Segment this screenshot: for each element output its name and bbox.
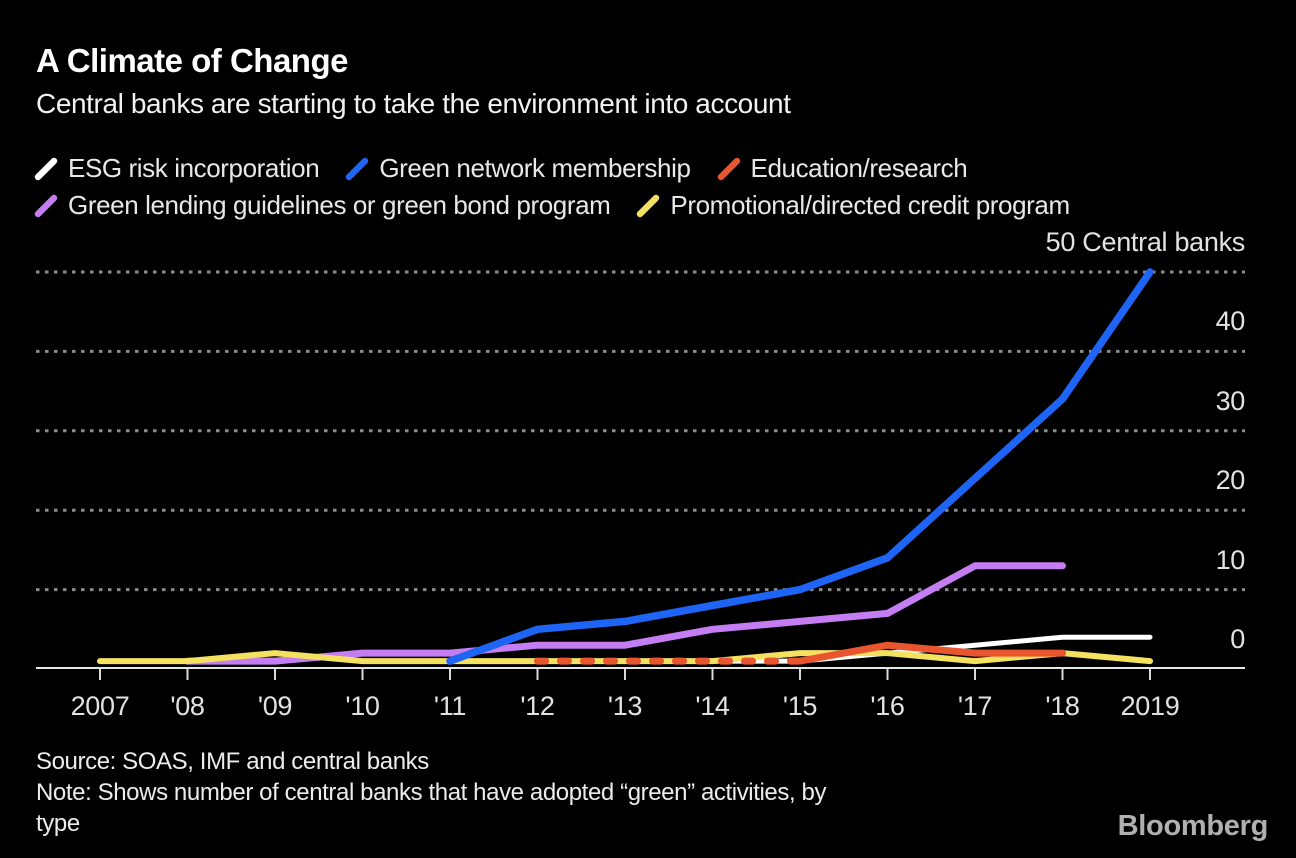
y-axis-label-20: 20 bbox=[1215, 465, 1246, 496]
legend-label: Promotional/directed credit program bbox=[670, 190, 1070, 220]
series-line-4 bbox=[97, 650, 1153, 665]
y-axis-label-40: 40 bbox=[1215, 306, 1246, 337]
x-axis-label-2017: '17 bbox=[957, 691, 993, 721]
source-text: Source: SOAS, IMF and central banks bbox=[36, 748, 429, 775]
legend-item: Green network membership bbox=[345, 153, 691, 184]
x-axis-label-2009: '09 bbox=[257, 691, 293, 721]
series-line-2-solid bbox=[796, 641, 1066, 665]
y-axis-label-0: 0 bbox=[1230, 624, 1245, 654]
legend-item: Promotional/directed credit program bbox=[636, 190, 1070, 221]
note-text-line1: Note: Shows number of central banks that… bbox=[36, 779, 827, 806]
x-axis-label-2018: '18 bbox=[1045, 691, 1080, 721]
x-axis-label-2012: '12 bbox=[520, 691, 555, 721]
y-axis-label-30: 30 bbox=[1215, 385, 1246, 416]
legend-line-swatch-icon bbox=[34, 157, 58, 180]
legend-row-2: Green lending guidelines or green bond p… bbox=[34, 187, 1284, 224]
bloomberg-logo: Bloomberg bbox=[1117, 810, 1269, 842]
legend-row-1: ESG risk incorporation Green network memb… bbox=[34, 150, 1284, 187]
chart-footer: Source: SOAS, IMF and central banks Note… bbox=[36, 746, 826, 839]
note-text-line2: type bbox=[36, 810, 80, 837]
y-axis-label-10: 10 bbox=[1215, 544, 1246, 575]
legend-line-swatch-icon bbox=[346, 157, 369, 180]
legend-item: ESG risk incorporation bbox=[34, 153, 320, 184]
page-title: A Climate of Change bbox=[36, 42, 348, 79]
x-axis-label-2014: '14 bbox=[695, 691, 730, 721]
x-axis-label-2015: '15 bbox=[782, 691, 818, 721]
x-axis-label-2019: 2019 bbox=[1120, 691, 1180, 721]
series-line-1 bbox=[446, 268, 1154, 665]
x-axis-label-2008: '08 bbox=[170, 691, 205, 721]
legend-item: Education/research bbox=[717, 153, 968, 184]
x-axis-label-2011: '11 bbox=[433, 691, 467, 721]
page-subtitle: Central banks are starting to take the e… bbox=[36, 88, 791, 119]
x-axis-label-2013: '13 bbox=[607, 691, 643, 721]
x-axis-label-2016: '16 bbox=[870, 691, 905, 721]
x-axis-label-2007: 2007 bbox=[70, 691, 130, 721]
x-axis-label-2010: '10 bbox=[345, 691, 380, 721]
legend-label: Education/research bbox=[750, 153, 968, 183]
legend-line-swatch-icon bbox=[717, 157, 740, 180]
legend-line-swatch-icon bbox=[637, 194, 660, 217]
legend-item: Green lending guidelines or green bond p… bbox=[34, 190, 611, 221]
legend-label: ESG risk incorporation bbox=[68, 153, 320, 183]
legend-label: Green lending guidelines or green bond p… bbox=[68, 190, 611, 220]
legend-label: Green network membership bbox=[379, 153, 691, 183]
legend-line-swatch-icon bbox=[34, 194, 58, 217]
y-axis-label-50: 50 Central banks bbox=[1045, 227, 1246, 257]
chart-legend: ESG risk incorporation Green network memb… bbox=[34, 150, 1284, 224]
